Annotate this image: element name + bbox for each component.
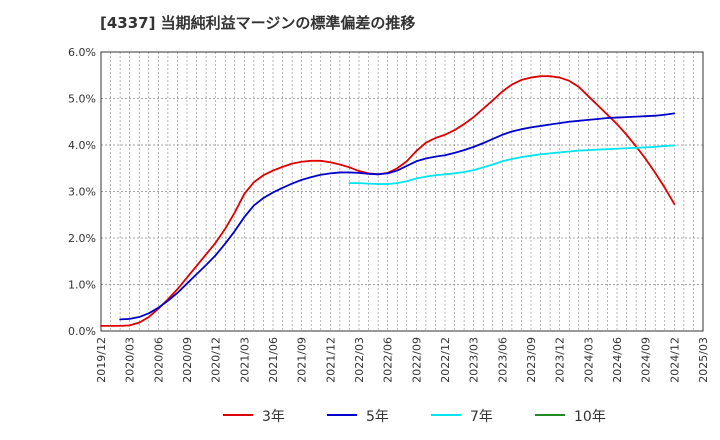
legend-label-7年: 7年 — [470, 409, 493, 425]
x-tick-label: 2024/09 — [640, 337, 653, 383]
series-line-5年 — [119, 112, 676, 321]
y-tick-label: 4.0% — [68, 139, 96, 152]
x-tick-label: 2021/12 — [324, 337, 337, 383]
legend: 3年 5年 7年 10年 — [223, 409, 606, 425]
y-tick-label: 3.0% — [68, 186, 96, 199]
x-tick-label: 2021/09 — [296, 337, 309, 383]
legend-label-5年: 5年 — [366, 409, 389, 425]
x-tick-label: 2023/12 — [554, 337, 567, 383]
x-tick-label: 2023/09 — [525, 337, 538, 383]
x-tick-label: 2020/12 — [210, 337, 223, 383]
y-tick-label: 1.0% — [68, 279, 96, 292]
legend-label-10年: 10年 — [574, 409, 606, 425]
x-tick-label: 2021/06 — [267, 337, 280, 383]
y-tick-layer: 0.0% 1.0% 2.0% 3.0% 4.0% 5.0% 6.0% — [68, 46, 96, 338]
x-tick-label: 2023/03 — [468, 337, 481, 383]
x-tick-label: 2020/03 — [124, 337, 137, 383]
x-tick-label: 2024/03 — [582, 337, 595, 383]
plot-border — [100, 51, 704, 332]
x-tick-label: 2022/09 — [410, 337, 423, 383]
x-tick-layer: 2019/12 2020/03 2020/06 2020/09 2020/12 2021/… — [95, 337, 710, 383]
x-tick-label: 2024/12 — [668, 337, 681, 383]
series-line-7年 — [348, 144, 676, 185]
x-tick-label: 2022/12 — [439, 337, 452, 383]
y-tick-label: 5.0% — [68, 93, 96, 106]
x-tick-label: 2022/03 — [353, 337, 366, 383]
x-tick-label: 2019/12 — [95, 337, 108, 383]
x-tick-label: 2020/06 — [152, 337, 165, 383]
y-tick-label: 2.0% — [68, 232, 96, 245]
y-tick-label: 0.0% — [68, 325, 96, 338]
x-tick-label: 2024/06 — [611, 337, 624, 383]
x-tick-label: 2020/09 — [181, 337, 194, 383]
series-layer — [100, 75, 676, 327]
y-tick-label: 6.0% — [68, 46, 96, 59]
x-tick-label: 2022/06 — [382, 337, 395, 383]
x-tick-label: 2025/03 — [697, 337, 710, 383]
legend-label-3年: 3年 — [262, 409, 285, 425]
chart-title: [4337] 当期純利益マージンの標準偏差の推移 — [100, 14, 416, 32]
x-tick-label: 2023/06 — [496, 337, 509, 383]
x-tick-label: 2021/03 — [238, 337, 251, 383]
